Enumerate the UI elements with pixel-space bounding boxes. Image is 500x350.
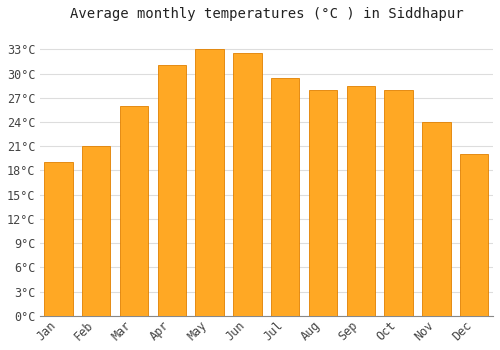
Bar xyxy=(346,86,375,316)
Bar xyxy=(158,65,186,316)
Bar xyxy=(309,90,337,316)
Bar xyxy=(196,49,224,316)
Bar xyxy=(271,78,300,316)
Bar xyxy=(234,53,262,316)
Bar xyxy=(44,162,72,316)
Title: Average monthly temperatures (°C ) in Siddhapur: Average monthly temperatures (°C ) in Si… xyxy=(70,7,463,21)
Bar xyxy=(460,154,488,316)
Bar xyxy=(120,106,148,316)
Bar xyxy=(422,122,450,316)
Bar xyxy=(384,90,413,316)
Bar xyxy=(82,146,110,316)
